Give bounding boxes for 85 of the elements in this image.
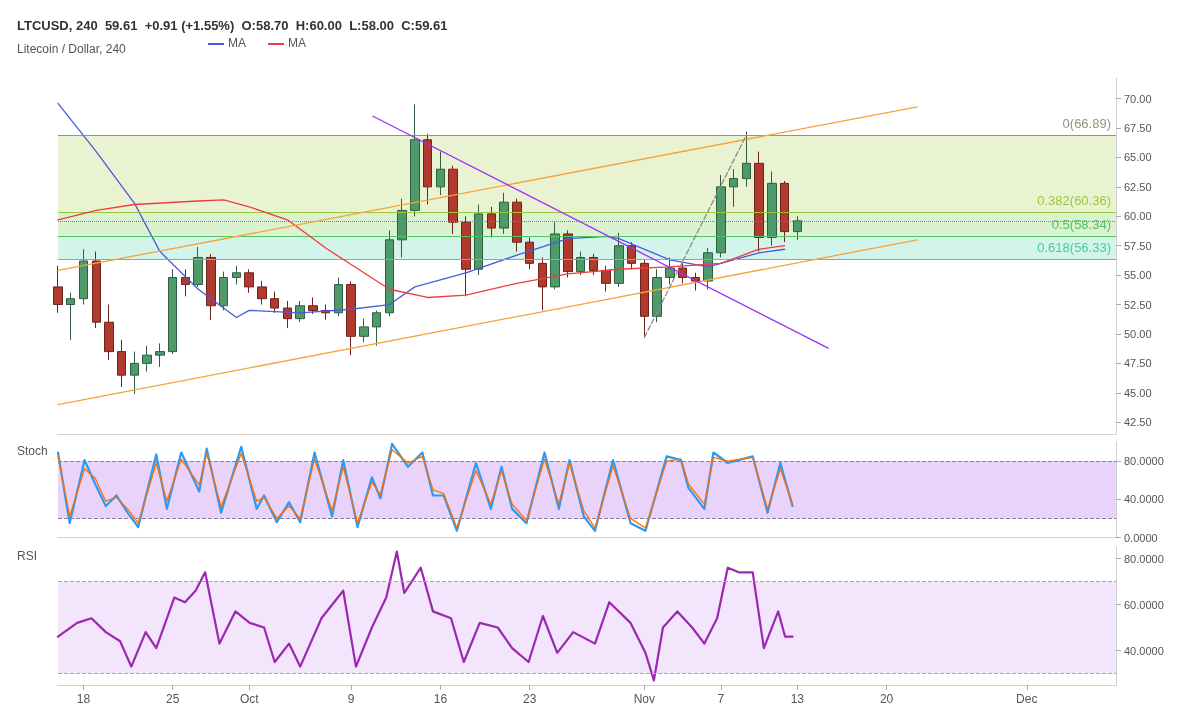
candlestick	[589, 253, 598, 276]
ref-line-label: 0.382(60.36)	[1037, 193, 1111, 209]
y-tick-label: 52.50	[1124, 298, 1152, 311]
x-tick-label: 9	[347, 692, 355, 706]
candlestick	[385, 229, 394, 317]
candlestick	[729, 168, 738, 208]
x-tick-label: 25	[166, 692, 180, 706]
candlestick	[614, 232, 624, 288]
line-series	[57, 102, 786, 319]
chart-subtitle: LTCUSD, 240 59.61 +0.91 (+1.55%) O:58.70 H:60.00 L:58.00 C:59.61	[17, 18, 448, 33]
candlestick	[232, 265, 241, 286]
candlestick	[257, 280, 267, 306]
y-tick-label: 40.0000	[1124, 644, 1164, 657]
y-tick-label: 42.50	[1124, 416, 1152, 429]
candlestick	[601, 265, 611, 293]
candlestick	[640, 259, 649, 338]
x-tick-label: 16	[433, 692, 448, 706]
candlestick	[270, 291, 279, 314]
chart-title: Litecoin / Dollar, 240	[17, 42, 127, 56]
y-tick-label: 0.0000	[1124, 531, 1158, 544]
legend-label: MA	[288, 36, 306, 50]
candlestick	[66, 292, 75, 341]
y-tick-label: 40.0000	[1124, 493, 1164, 506]
x-tick-label: Nov	[633, 692, 656, 706]
candlestick	[652, 268, 662, 323]
candlestick	[244, 268, 254, 294]
candlestick	[436, 151, 445, 196]
candlestick	[346, 280, 356, 356]
candlestick	[92, 251, 101, 329]
candlestick	[359, 318, 369, 343]
y-tick-label: 60.00	[1124, 210, 1152, 223]
candlestick	[423, 133, 432, 206]
candlestick	[563, 229, 573, 278]
candlestick	[117, 339, 126, 388]
x-tick-label: Oct	[239, 692, 260, 706]
candlestick	[512, 198, 522, 253]
candlestick	[104, 304, 114, 361]
x-tick-label: 18	[76, 692, 91, 706]
y-tick-label: 62.50	[1124, 180, 1152, 193]
candlestick	[410, 103, 420, 217]
candlestick	[461, 215, 471, 297]
candlestick	[53, 265, 63, 314]
y-tick-label: 60.0000	[1124, 598, 1164, 611]
ref-line-label: 0.5(58.34)	[1051, 216, 1111, 232]
x-tick-label: 13	[790, 692, 805, 706]
y-tick-label: 45.00	[1124, 386, 1152, 399]
y-tick-label: 57.50	[1124, 239, 1152, 252]
x-tick-label: 23	[522, 692, 537, 706]
candlestick	[448, 165, 458, 235]
candlestick	[308, 296, 318, 315]
candlestick	[142, 345, 152, 373]
y-tick-label: 80.0000	[1124, 552, 1164, 565]
candlestick	[295, 300, 305, 323]
y-tick-label: 55.00	[1124, 269, 1152, 282]
chart-title: RSI	[17, 549, 38, 563]
chart-title: Stoch	[17, 444, 48, 458]
y-tick-label: 65.00	[1124, 151, 1152, 164]
candlestick	[487, 206, 496, 238]
candlestick	[754, 151, 764, 253]
y-tick-label: 80.0000	[1124, 455, 1164, 468]
candlestick	[206, 253, 216, 321]
ref-line-label: 0(66.89)	[1062, 116, 1111, 132]
candlestick	[665, 256, 675, 286]
y-tick-label: 70.00	[1124, 92, 1152, 105]
candlestick	[219, 271, 228, 311]
candlestick	[130, 351, 139, 395]
candlestick	[168, 268, 177, 355]
candlestick	[334, 276, 343, 317]
candlestick	[742, 131, 751, 188]
x-tick-label: 7	[717, 692, 725, 706]
candlestick	[193, 246, 203, 288]
x-tick-label: Dec	[1016, 692, 1038, 706]
candlestick	[79, 248, 88, 306]
y-tick-label: 47.50	[1124, 357, 1152, 370]
candlestick	[576, 251, 585, 276]
candlestick	[155, 342, 165, 368]
candlestick	[372, 309, 381, 347]
line-series	[57, 199, 786, 299]
candlestick	[538, 256, 547, 311]
legend-label: MA	[228, 36, 246, 50]
ref-line-label: 0.618(56.33)	[1037, 240, 1111, 256]
y-tick-label: 50.00	[1124, 327, 1152, 340]
y-tick-label: 67.50	[1124, 122, 1152, 135]
x-tick-label: 20	[879, 692, 894, 706]
candlestick	[780, 180, 789, 243]
